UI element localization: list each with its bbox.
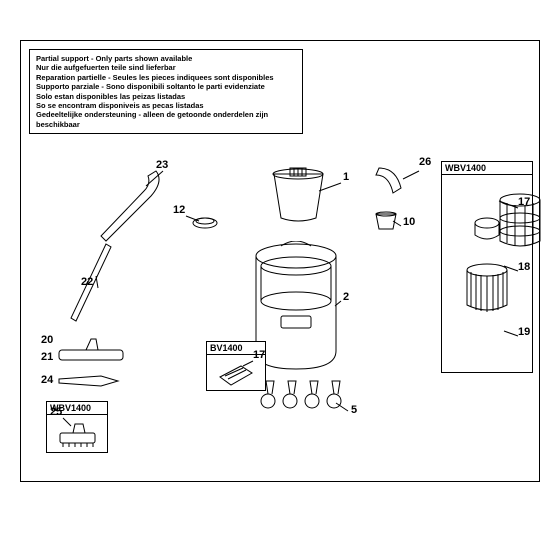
callout-12: 12 [173, 204, 185, 216]
callout-20: 20 [41, 334, 53, 346]
callout-2: 2 [343, 291, 349, 303]
callout-19: 19 [518, 326, 530, 338]
callout-26: 26 [419, 156, 431, 168]
callout-24: 24 [41, 374, 53, 386]
callout-22: 22 [81, 276, 93, 288]
diagram-frame: Partial support - Only parts shown avail… [20, 40, 540, 482]
callout-23: 23 [156, 159, 168, 171]
callout-18: 18 [518, 261, 530, 273]
callout-5: 5 [351, 404, 357, 416]
callout-1: 1 [343, 171, 349, 183]
callout-21: 21 [41, 351, 53, 363]
callout-10: 10 [403, 216, 415, 228]
callout-17b: 17 [518, 196, 530, 208]
callout-25: 25 [50, 406, 62, 418]
leader-lines [21, 41, 539, 481]
callout-17a: 17 [253, 349, 265, 361]
